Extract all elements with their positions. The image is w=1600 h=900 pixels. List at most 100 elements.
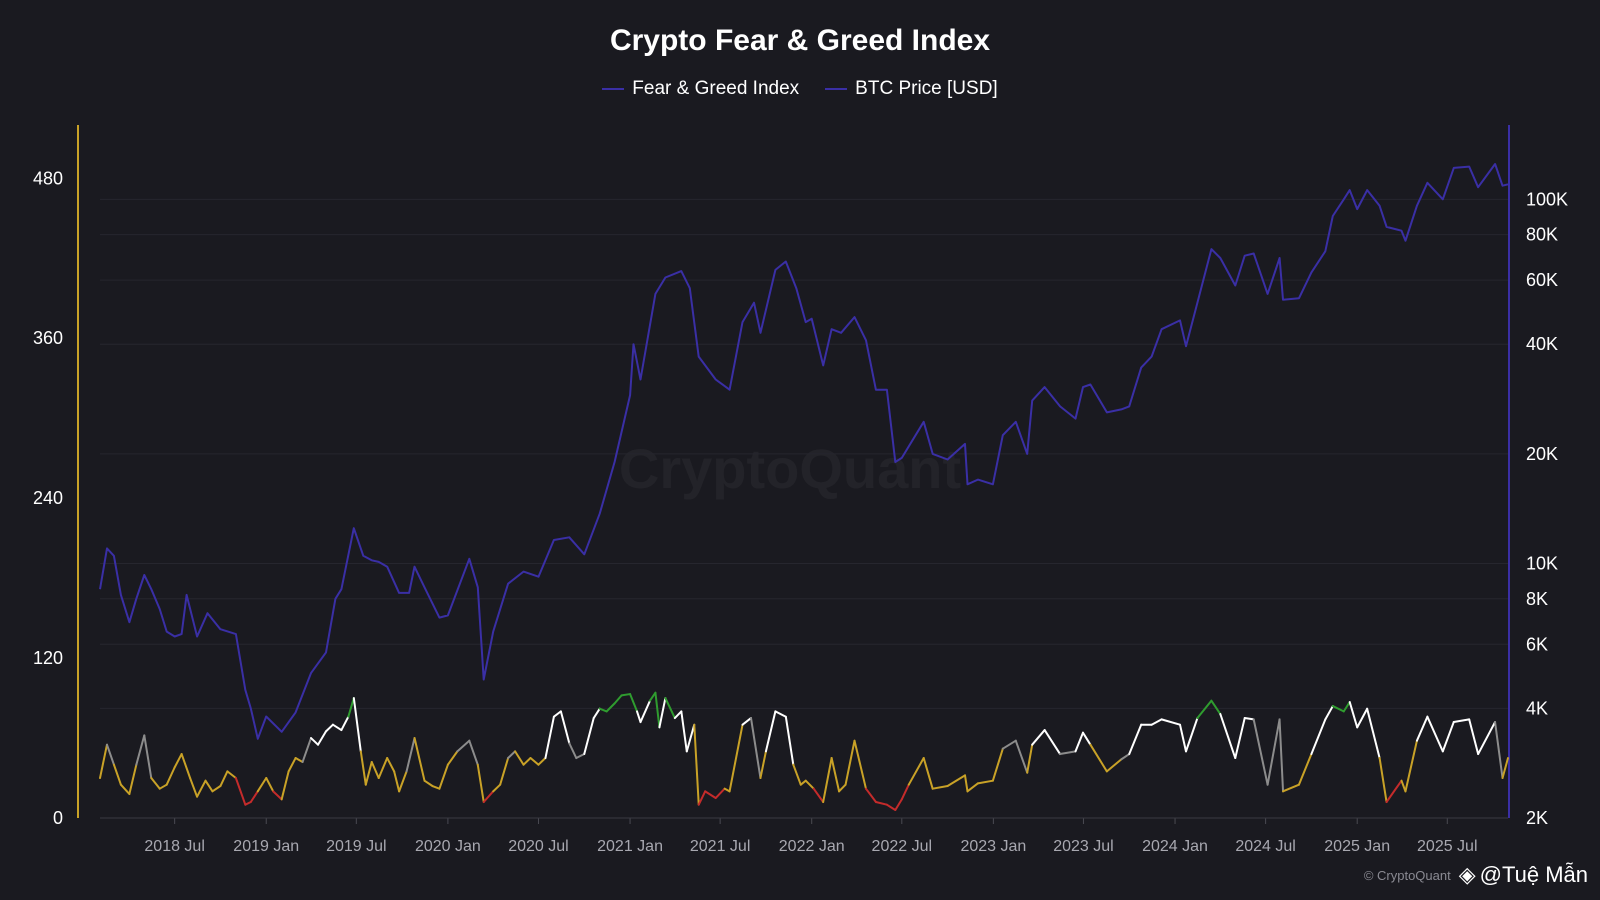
fear-greed-segment: [1196, 699, 1213, 720]
right-axis-tick-label: 40K: [1526, 334, 1558, 354]
fear-greed-segment: [1297, 753, 1313, 786]
fear-greed-segment: [1348, 701, 1359, 729]
fear-greed-segment: [1426, 715, 1444, 753]
fear-greed-segment: [544, 715, 555, 760]
fear-greed-segment: [189, 777, 199, 798]
footer: © CryptoQuant ◈ @Tuệ Mẫn: [1364, 862, 1588, 888]
fear-greed-segment: [931, 785, 949, 790]
fear-greed-segment: [316, 730, 327, 746]
fear-greed-segment: [352, 697, 362, 753]
fear-greed-segment: [552, 710, 562, 718]
left-axis-tick-label: 120: [33, 648, 63, 668]
fear-greed-segment: [1324, 705, 1334, 721]
fear-greed-segment: [1234, 717, 1246, 760]
user-name: @Tuệ Mẫn: [1479, 862, 1588, 887]
fear-greed-segment: [853, 739, 867, 790]
fear-greed-segment: [799, 779, 807, 786]
fear-greed-segment: [693, 723, 700, 806]
fear-greed-segment: [704, 790, 717, 800]
fear-greed-segment: [1278, 718, 1285, 793]
fear-greed-segment: [143, 734, 153, 780]
fear-greed-segment: [749, 717, 762, 780]
x-axis-tick-label: 2021 Jul: [690, 838, 751, 855]
fear-greed-segment: [150, 777, 161, 790]
fear-greed-segment: [964, 774, 969, 793]
fear-greed-segment: [575, 753, 586, 760]
x-axis-tick-label: 2022 Jul: [872, 838, 933, 855]
fear-greed-segment: [310, 737, 319, 746]
fear-greed-segment: [654, 691, 661, 729]
fear-greed-segment: [398, 770, 408, 793]
binance-diamond-icon: ◈: [1458, 862, 1476, 887]
fear-greed-segment: [165, 766, 176, 786]
fear-greed-segment: [598, 707, 608, 713]
chart-title: Crypto Fear & Greed Index: [609, 24, 991, 57]
fear-greed-segment: [226, 770, 237, 780]
fear-greed-segment: [830, 757, 841, 793]
fear-greed-segment: [1026, 743, 1034, 774]
right-axis-tick-label: 20K: [1526, 444, 1558, 464]
fear-greed-segment: [639, 699, 651, 724]
fear-greed-segment: [468, 739, 479, 766]
fear-greed-segment: [1441, 721, 1455, 753]
legend-item-btc-price[interactable]: BTC Price [USD]: [825, 78, 998, 100]
fear-greed-segment: [234, 777, 247, 806]
fear-greed-segment: [492, 783, 502, 793]
fear-greed-segment: [456, 739, 471, 753]
fear-greed-segment: [838, 783, 847, 793]
fear-greed-segment: [1310, 718, 1327, 756]
fear-greed-segment: [874, 801, 888, 806]
fear-greed-segment: [438, 763, 449, 790]
fear-greed-segment: [922, 757, 934, 790]
fear-greed-segment: [759, 750, 767, 780]
fear-greed-segment: [1120, 753, 1131, 761]
fear-greed-segment: [1128, 723, 1143, 756]
x-axis-tick-label: 2023 Jan: [960, 838, 1026, 855]
legend-item-fear-greed[interactable]: Fear & Greed Index: [602, 78, 799, 100]
fear-greed-segment: [728, 723, 744, 793]
fear-greed-segment: [196, 779, 207, 798]
fear-greed-segment: [280, 770, 290, 801]
fear-greed-segment: [629, 693, 639, 713]
fear-greed-segment: [1074, 731, 1084, 753]
fear-greed-segment: [219, 770, 229, 788]
fear-greed-segment: [636, 710, 642, 724]
fear-greed-segment: [128, 763, 138, 796]
fear-greed-segment: [658, 697, 667, 729]
fear-greed-segment: [301, 737, 313, 764]
fear-greed-segment: [1160, 718, 1182, 726]
legend-label-fear-greed: Fear & Greed Index: [632, 78, 800, 99]
fear-greed-segment: [482, 790, 495, 804]
fear-greed-segment: [294, 757, 304, 764]
x-axis-tick-label: 2020 Jan: [415, 838, 481, 855]
fear-greed-segment: [568, 742, 578, 760]
fear-greed-segment: [1043, 729, 1062, 756]
fear-greed-segment: [685, 723, 696, 753]
fear-greed-segment: [1501, 757, 1509, 780]
fear-greed-segment: [991, 747, 1004, 782]
fear-greed-segment: [1404, 739, 1418, 793]
fear-greed-segment: [1282, 783, 1300, 793]
fear-greed-segment: [1378, 757, 1388, 804]
fear-greed-segment: [946, 774, 967, 788]
fear-greed-segment: [774, 710, 787, 718]
fear-greed-segment: [180, 753, 192, 780]
fear-greed-segment: [514, 750, 525, 766]
fear-greed-segment: [99, 743, 108, 780]
fear-greed-segment: [1252, 718, 1269, 786]
fear-greed-segment: [158, 783, 168, 790]
fear-greed-segment: [1014, 739, 1029, 774]
user-tag: ◈ @Tuệ Mẫn: [1459, 862, 1588, 888]
right-axis-tick-label: 60K: [1526, 270, 1558, 290]
fear-greed-segment: [583, 717, 595, 756]
fear-greed-segment: [1452, 718, 1471, 724]
fear-greed-segment: [864, 787, 877, 804]
fear-greed-segment: [1331, 705, 1345, 713]
fear-greed-segment: [900, 783, 910, 801]
fear-greed-segment: [1494, 721, 1504, 780]
fear-greed-segment: [413, 737, 426, 782]
fear-greed-segment: [173, 753, 183, 769]
fear-greed-segment: [673, 710, 683, 720]
fear-greed-segment: [377, 757, 389, 780]
